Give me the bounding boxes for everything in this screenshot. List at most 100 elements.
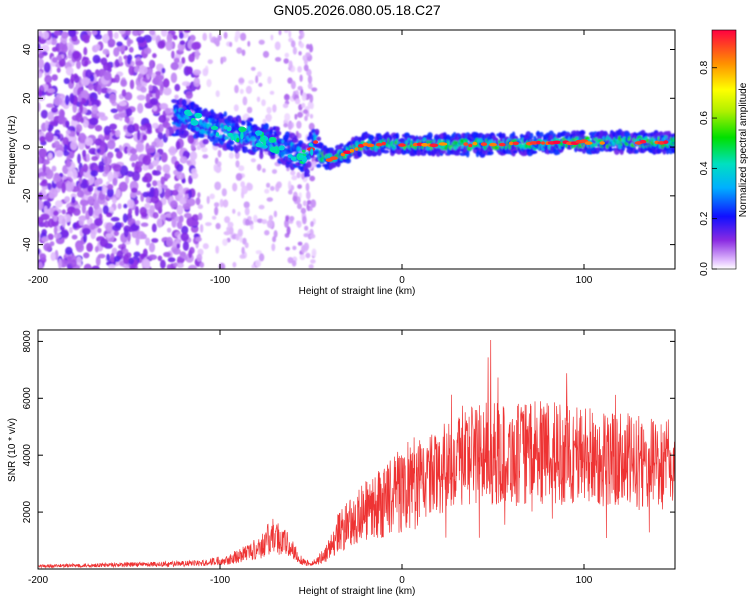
spectrogram-cell [307, 75, 313, 84]
spectrogram-peak [421, 143, 429, 147]
spectrogram-cell [163, 87, 172, 96]
spectrogram-cell [283, 58, 289, 64]
spectrogram-cell [237, 211, 241, 217]
spectrogram-cell [286, 226, 291, 236]
spectrogram-cell [284, 52, 290, 58]
spectrogram-cell [130, 60, 135, 67]
spectrogram-cell [137, 103, 144, 114]
spectrogram-cell [330, 163, 337, 168]
spectrogram-peak [663, 140, 669, 144]
spectrogram-cell [148, 242, 156, 253]
spectrogram-cell [156, 218, 163, 228]
spectrogram-cell [188, 189, 193, 199]
spectrogram-cell [48, 152, 53, 159]
spectrogram-cell [71, 196, 76, 204]
spectrogram-cell [149, 205, 155, 214]
spectrogram-cell [88, 83, 94, 91]
spectrogram-cell [38, 148, 47, 159]
spectrogram-cell [40, 44, 50, 53]
spectrogram-cell [71, 234, 78, 240]
spectrogram-cell [465, 149, 470, 158]
spectrogram-cell [264, 230, 270, 236]
spectrogram-cell [179, 40, 186, 45]
spectrogram-cell [244, 207, 250, 216]
spectrogram-cell [128, 46, 134, 53]
spectrogram-cell [70, 73, 75, 84]
spectrogram-cell [119, 165, 129, 176]
spectrogram-cell [264, 188, 270, 194]
spectrogram-cell [314, 128, 320, 135]
spectrogram-cell [299, 74, 303, 82]
spectrogram-y-tick-label: 20 [22, 92, 33, 104]
spectrogram-cell [143, 47, 152, 55]
spectrogram-cell [113, 230, 119, 237]
spectrogram-cell [162, 164, 171, 173]
spectrogram-cell [100, 87, 110, 94]
spectrogram-cell [90, 170, 98, 177]
spectrogram-cell [300, 207, 307, 214]
spectrogram-peak [184, 109, 192, 116]
spectrogram-peak [262, 144, 268, 149]
spectrogram-cell [42, 163, 47, 173]
spectrogram-cell [82, 163, 89, 173]
spectrogram-cell [132, 170, 140, 182]
snr-x-tick-label: 100 [576, 575, 593, 586]
spectrogram-cell [316, 136, 322, 142]
spectrogram-cell [306, 43, 310, 50]
spectrogram-peak [268, 136, 277, 143]
spectrogram-cell [539, 131, 544, 138]
spectrogram-cell [129, 224, 139, 232]
spectrogram-cell [178, 185, 184, 196]
spectrogram-cell [214, 181, 222, 191]
spectrogram-cell [86, 153, 90, 162]
spectrogram-cell [170, 200, 178, 208]
spectrogram-cell [107, 38, 116, 48]
spectrogram-cell [67, 30, 77, 38]
spectrogram-peak [302, 149, 306, 153]
spectrogram-cell [313, 136, 318, 142]
spectrogram-cell [271, 243, 276, 252]
spectrogram-cell [284, 93, 289, 99]
spectrogram-cell [299, 254, 306, 261]
spectrogram-cell [297, 140, 304, 145]
spectrogram-cell [302, 200, 307, 207]
spectrogram-cell [304, 225, 309, 231]
spectrogram-cell [83, 47, 88, 56]
spectrogram-cell [652, 147, 657, 155]
spectrogram-cell [97, 227, 102, 234]
spectrogram-cell [357, 150, 363, 158]
snr-frame [37, 329, 676, 570]
spectrogram-cell [191, 41, 201, 51]
spectrogram-cell [110, 252, 115, 263]
spectrogram-cell [118, 112, 127, 118]
spectrogram-cell [81, 203, 86, 214]
spectrogram-cell [224, 136, 230, 140]
spectrogram-cell [65, 66, 74, 76]
spectrogram-cell [222, 238, 228, 246]
spectrogram-cell [305, 252, 311, 259]
spectrogram-cell [49, 121, 58, 126]
spectrogram-cell [38, 248, 41, 255]
spectrogram-cell [238, 165, 245, 172]
spectrogram-cell [191, 172, 199, 180]
spectrogram-cell [107, 184, 114, 190]
spectrogram-cell [245, 85, 252, 94]
spectrogram-cell [194, 49, 200, 60]
spectrogram-cell [63, 77, 70, 85]
spectrogram-cell [49, 241, 55, 247]
spectrogram-cell [197, 192, 201, 198]
spectrogram-cell [298, 51, 302, 56]
spectrogram-cell [106, 212, 113, 218]
spectrogram-cell [75, 124, 83, 133]
spectrogram-cell [149, 97, 159, 105]
spectrogram-cell [107, 139, 116, 150]
spectrogram-ridge [184, 109, 669, 164]
spectrogram-peak [599, 141, 605, 145]
spectrogram-cell [255, 250, 262, 255]
spectrogram-cell [153, 187, 159, 199]
spectrogram-cell [270, 155, 276, 160]
spectrogram-peak [536, 140, 541, 145]
spectrogram-cell [183, 30, 191, 34]
spectrogram-cell [90, 229, 96, 240]
colorbar-gradient [711, 29, 737, 270]
